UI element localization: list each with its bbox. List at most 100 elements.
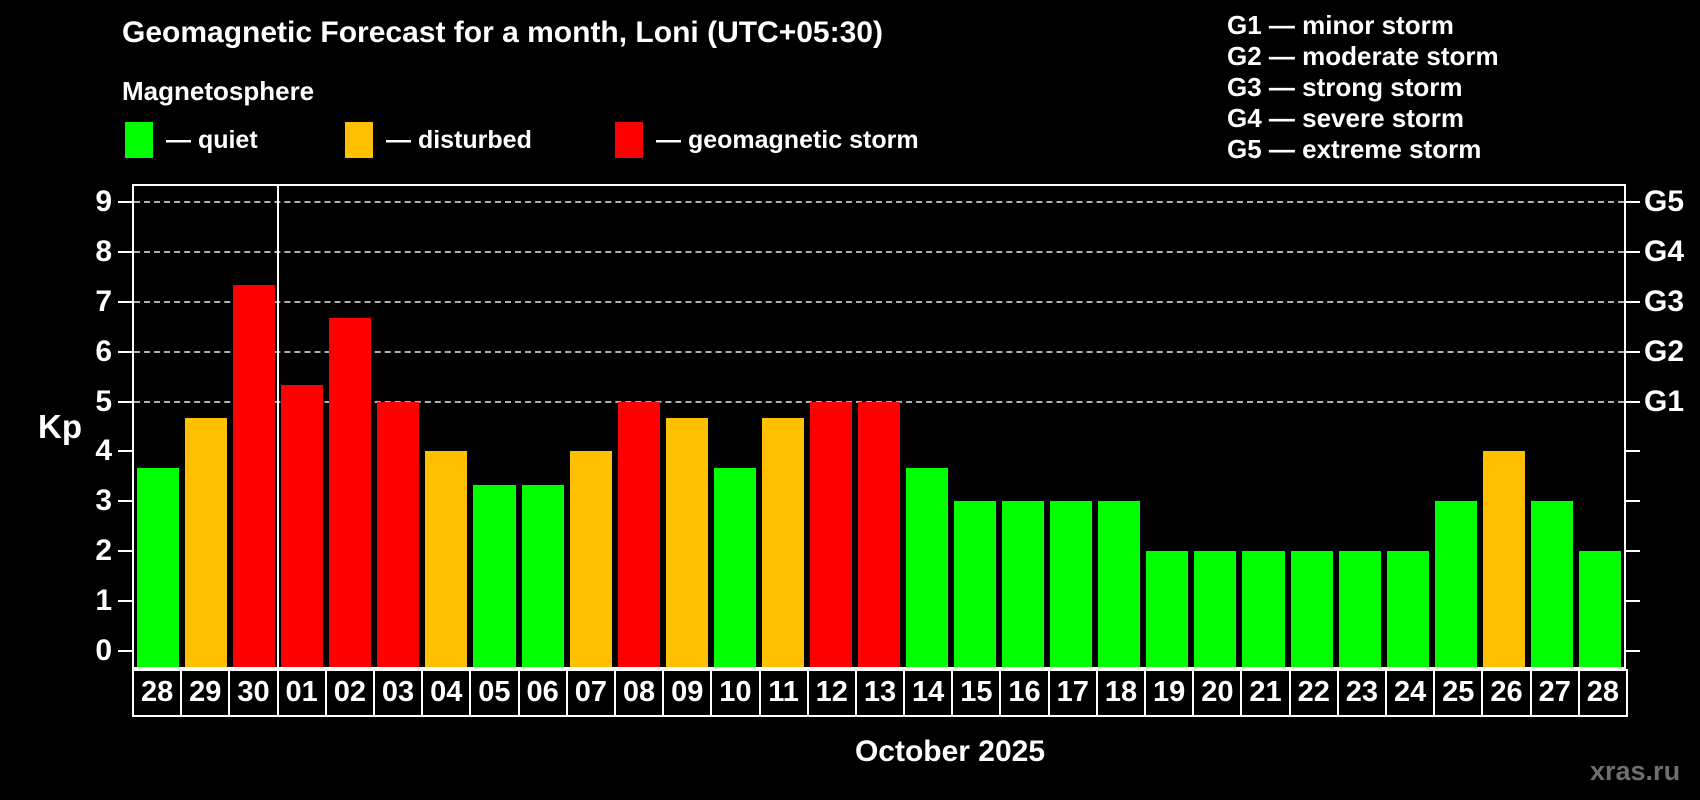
day-label: 10 (710, 669, 761, 717)
g-scale-legend-item: G3 — strong storm (1227, 72, 1463, 102)
kp-bar-13 (857, 401, 901, 667)
g-axis-tick (1626, 600, 1640, 603)
gridline-kp7 (134, 300, 1624, 303)
day-label: 05 (469, 669, 520, 717)
g-scale-legend-item: G5 — extreme storm (1227, 134, 1482, 164)
watermark: xras.ru (1590, 756, 1681, 786)
kp-bar-10 (713, 467, 756, 667)
kp-bar-28 (1578, 551, 1621, 667)
legend-label: — geomagnetic storm (656, 125, 919, 154)
day-label: 24 (1385, 669, 1436, 717)
y-tick-label: 8 (95, 234, 112, 268)
kp-bar-08 (617, 401, 660, 667)
legend-item-disturbed: — disturbed (345, 120, 532, 160)
g-axis-tick (1626, 400, 1640, 403)
x-axis-label: October 2025 (854, 735, 1046, 768)
g-axis-tick (1626, 500, 1640, 503)
g-axis-tick (1626, 550, 1640, 553)
plot-area (132, 184, 1626, 669)
storm-color-swatch (615, 122, 643, 158)
kp-bar-14 (906, 467, 949, 667)
y-axis-tick (118, 550, 132, 553)
day-label: 04 (421, 669, 472, 717)
kp-bar-29 (185, 417, 228, 667)
g-tick-label: G3 (1644, 284, 1685, 318)
y-tick-label: 6 (95, 334, 112, 368)
y-axis-tick (118, 350, 132, 353)
gridline-kp9 (134, 200, 1624, 203)
day-label: 02 (324, 669, 375, 717)
y-tick-label: 2 (95, 534, 112, 568)
kp-bar-26 (1482, 451, 1525, 667)
g-tick-label: G1 (1644, 384, 1685, 418)
g-scale-legend-item: G4 — severe storm (1227, 103, 1465, 133)
day-label: 09 (662, 669, 713, 717)
kp-bar-05 (473, 484, 516, 667)
day-label: 16 (999, 669, 1050, 717)
y-axis-tick (118, 600, 132, 603)
day-label: 30 (228, 669, 279, 717)
g-axis-tick (1626, 650, 1640, 652)
kp-bar-02 (329, 318, 372, 667)
y-axis-tick (118, 250, 132, 253)
g-tick-label: G5 (1644, 184, 1685, 218)
y-tick-label: 1 (95, 584, 112, 618)
g-scale-legend: G1 — minor storm G2 — moderate storm G3 — … (1227, 10, 1499, 165)
quiet-color-swatch (125, 122, 153, 158)
g-axis-tick (1626, 200, 1640, 203)
g-tick-label: G2 (1644, 334, 1685, 368)
month-separator (277, 186, 280, 667)
g-scale-legend-item: G1 — minor storm (1227, 10, 1454, 40)
y-tick-label: 0 (95, 634, 112, 667)
kp-bar-20 (1194, 551, 1237, 667)
disturbed-color-swatch (345, 122, 373, 158)
g-scale-legend-item: G2 — moderate storm (1227, 41, 1499, 71)
kp-bar-24 (1386, 551, 1429, 667)
legend-label: — quiet (166, 125, 258, 154)
y-axis-tick (118, 200, 132, 203)
day-label: 17 (1047, 669, 1098, 717)
gridline-kp8 (134, 250, 1624, 253)
kp-bar-09 (665, 417, 708, 667)
day-label: 14 (903, 669, 954, 717)
day-label: 12 (806, 669, 857, 717)
y-tick-label: 9 (95, 184, 112, 218)
day-label: 27 (1529, 669, 1580, 717)
day-label: 21 (1240, 669, 1291, 717)
kp-bar-04 (425, 451, 468, 667)
kp-bar-15 (954, 501, 997, 667)
day-label: 11 (758, 669, 809, 717)
kp-bar-12 (809, 401, 852, 667)
y-axis-tick (118, 300, 132, 303)
kp-bar-22 (1290, 551, 1333, 667)
y-tick-label: 7 (95, 284, 112, 318)
day-label: 20 (1192, 669, 1243, 717)
g-axis-tick (1626, 250, 1640, 253)
y-axis-tick (118, 650, 132, 652)
y-axis-tick (118, 450, 132, 453)
y-axis-tick (118, 400, 132, 403)
legend-item-quiet: — quiet (125, 120, 258, 160)
kp-bar-01 (281, 385, 324, 667)
kp-bar-16 (1002, 501, 1045, 667)
day-label: 01 (276, 669, 327, 717)
kp-bar-18 (1098, 501, 1141, 667)
day-label: 03 (372, 669, 424, 717)
kp-bar-11 (761, 417, 804, 667)
day-label: 26 (1481, 669, 1532, 717)
day-label: 28 (1577, 669, 1628, 717)
g-axis-tick (1626, 300, 1640, 303)
day-label: 19 (1144, 669, 1195, 717)
legend-label: — disturbed (386, 125, 532, 154)
kp-bar-03 (377, 401, 420, 667)
y-tick-label: 3 (95, 484, 112, 518)
g-axis-tick (1626, 450, 1640, 453)
day-label: 08 (613, 669, 665, 717)
y-axis-tick (118, 500, 132, 503)
kp-bar-21 (1242, 551, 1285, 667)
day-label: 07 (565, 669, 616, 717)
y-axis-label: Kp (38, 408, 82, 445)
g-axis-tick (1626, 350, 1640, 353)
chart-subtitle: Magnetosphere (122, 76, 315, 106)
